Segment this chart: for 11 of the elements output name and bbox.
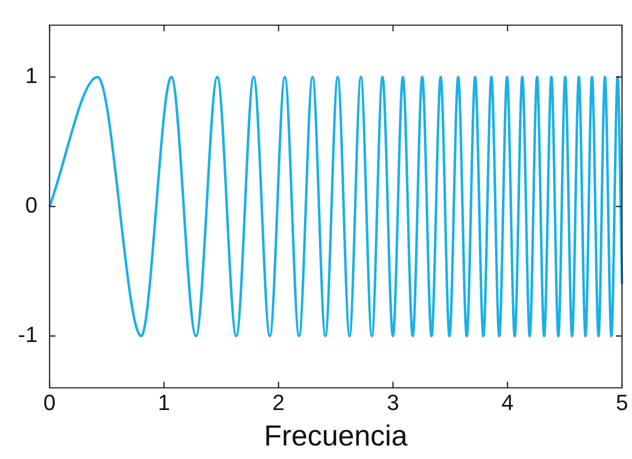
- y-tick-label: 1: [25, 63, 38, 88]
- line-series: [48, 76, 624, 338]
- x-tick-label: 2: [272, 390, 285, 416]
- x-tick-label: 5: [616, 390, 628, 416]
- x-axis-title: Frecuencia: [264, 420, 408, 453]
- x-tick-label: 1: [158, 390, 170, 416]
- x-tick-label: 4: [501, 390, 514, 416]
- y-tick-label: 0: [25, 192, 38, 218]
- x-tick-label: 3: [386, 390, 400, 416]
- y-tick-label: -1: [18, 322, 38, 348]
- x-tick-label: 0: [43, 390, 56, 416]
